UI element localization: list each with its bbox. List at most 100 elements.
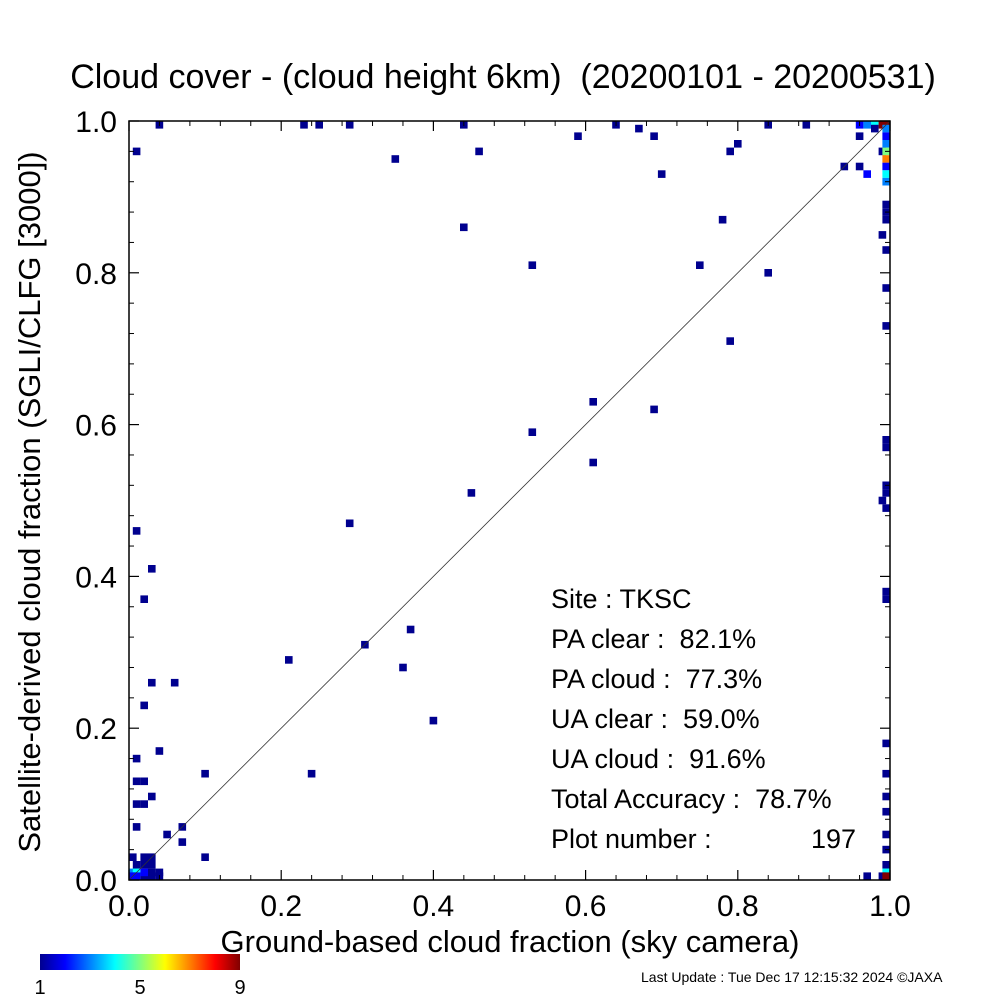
heatmap-cell xyxy=(863,170,871,178)
heatmap-cell xyxy=(882,200,890,209)
heatmap-cell xyxy=(148,868,156,877)
heatmap-cell xyxy=(657,170,666,178)
heatmap-cell xyxy=(148,565,156,573)
x-tick-label: 0.2 xyxy=(260,890,302,923)
heatmap-cell xyxy=(170,678,179,687)
heatmap-cell xyxy=(132,147,141,156)
heatmap-cell xyxy=(140,595,148,603)
heatmap-cell xyxy=(882,162,890,171)
axis-ticks: 0.00.0 0.2 0.2 0.4 0.4 0.6 0.6 0.8 0.8 1.0 1.0 xyxy=(75,106,911,923)
heatmap-cell xyxy=(718,215,727,224)
heatmap-cell xyxy=(148,792,156,801)
heatmap-cell xyxy=(764,269,772,277)
stats-annotation: Site : TKSC PA clear : 82.1% PA cloud : … xyxy=(551,584,856,854)
y-tick-label: 0.6 xyxy=(75,410,117,443)
annotation-ua-clear: UA clear : 59.0% xyxy=(551,704,760,734)
heatmap-cell xyxy=(589,458,597,467)
heatmap-cell xyxy=(882,739,890,748)
heatmap-cell xyxy=(650,405,658,414)
heatmap-cell xyxy=(132,872,141,880)
heatmap-cell xyxy=(315,121,323,129)
heatmap-cell xyxy=(467,489,476,497)
heatmap-cell xyxy=(132,823,141,831)
heatmap-cell xyxy=(132,777,141,786)
heatmap-cell xyxy=(132,861,141,869)
colorbar-label-max: 9 xyxy=(234,977,245,999)
y-tick-label: 1.0 xyxy=(75,106,117,139)
heatmap-cell xyxy=(882,595,890,603)
heatmap-cell xyxy=(307,769,316,778)
heatmap-cell xyxy=(882,140,890,148)
heatmap-cell xyxy=(528,261,537,269)
heatmap-cell xyxy=(178,838,187,846)
heatmap-cell xyxy=(734,140,742,148)
heatmap-cell xyxy=(882,868,890,877)
heatmap-cell xyxy=(460,223,468,232)
heatmap-cell xyxy=(429,716,438,725)
y-tick-label: 0.0 xyxy=(75,865,117,898)
heatmap-cell xyxy=(201,853,209,861)
heatmap-cell xyxy=(882,861,890,869)
y-tick-label: 0.2 xyxy=(75,713,117,746)
heatmap-cell xyxy=(475,147,483,156)
heatmap-cell xyxy=(878,872,887,880)
heatmap-cell xyxy=(148,678,156,687)
chart-title: Cloud cover - (cloud height 6km) (202001… xyxy=(70,58,936,96)
heatmap-cell xyxy=(300,121,308,129)
heatmap-cell xyxy=(726,147,734,156)
heatmap-cell xyxy=(528,428,537,436)
plot-frame xyxy=(128,120,891,881)
heatmap-cell xyxy=(882,284,890,292)
heatmap-cell xyxy=(132,527,141,535)
x-tick-label: 0.0 xyxy=(108,890,150,923)
colorbar xyxy=(40,954,240,970)
x-axis-label: Ground-based cloud fraction (sky camera) xyxy=(221,924,800,959)
heatmap-cell xyxy=(589,398,597,406)
heatmap-cell xyxy=(882,132,890,140)
heatmap-cell xyxy=(696,261,704,269)
annotation-site: Site : TKSC xyxy=(551,584,692,614)
heatmap-cell xyxy=(140,868,148,877)
annotation-plot-number-value: 197 xyxy=(811,824,856,854)
x-tick-label: 1.0 xyxy=(869,890,911,923)
heatmap-cell xyxy=(345,519,354,528)
heatmap-cell xyxy=(882,587,890,596)
y-tick-label: 0.4 xyxy=(75,561,117,594)
heatmap-cell xyxy=(140,777,148,786)
heatmap-cell xyxy=(871,124,879,133)
annotation-pa-cloud: PA cloud : 77.3% xyxy=(551,664,762,694)
heatmap-cell xyxy=(882,769,890,778)
colorbar-label-min: 1 xyxy=(34,977,45,999)
annotation-total-accuracy: Total Accuracy : 78.7% xyxy=(551,784,832,814)
heatmap-cell xyxy=(882,155,890,163)
heatmap-cell xyxy=(882,322,890,330)
heatmap-cell xyxy=(878,121,887,129)
heatmap-cell xyxy=(882,807,890,816)
x-tick-label: 0.6 xyxy=(565,890,607,923)
annotation-pa-clear: PA clear : 82.1% xyxy=(551,624,756,654)
heatmap-cell xyxy=(863,872,871,880)
heatmap-cell xyxy=(148,861,156,869)
annotation-plot-number-label: Plot number : xyxy=(551,824,712,854)
heatmap-cell xyxy=(882,215,890,224)
heatmap-cell xyxy=(391,155,400,163)
heatmap-cell xyxy=(878,496,887,505)
heatmap-cell xyxy=(882,124,890,133)
y-axis-label: Satellite-derived cloud fraction (SGLI/C… xyxy=(12,151,47,852)
heatmap-cell xyxy=(882,443,890,452)
heatmap-cell xyxy=(155,868,164,877)
annotation-ua-cloud: UA cloud : 91.6% xyxy=(551,744,766,774)
heatmap-cell xyxy=(163,830,171,839)
heatmap-cell xyxy=(650,132,658,140)
heatmap-cell xyxy=(285,656,293,664)
heatmap-cell xyxy=(882,830,890,839)
heatmap-cell xyxy=(574,132,582,140)
heatmap-cell xyxy=(726,337,734,345)
heatmap-cell xyxy=(132,800,141,808)
reference-line xyxy=(128,120,891,881)
heatmap-cell xyxy=(201,769,209,778)
heatmap-cell xyxy=(140,853,148,861)
heatmap-cell xyxy=(132,754,141,763)
x-tick-label: 0.8 xyxy=(717,890,759,923)
